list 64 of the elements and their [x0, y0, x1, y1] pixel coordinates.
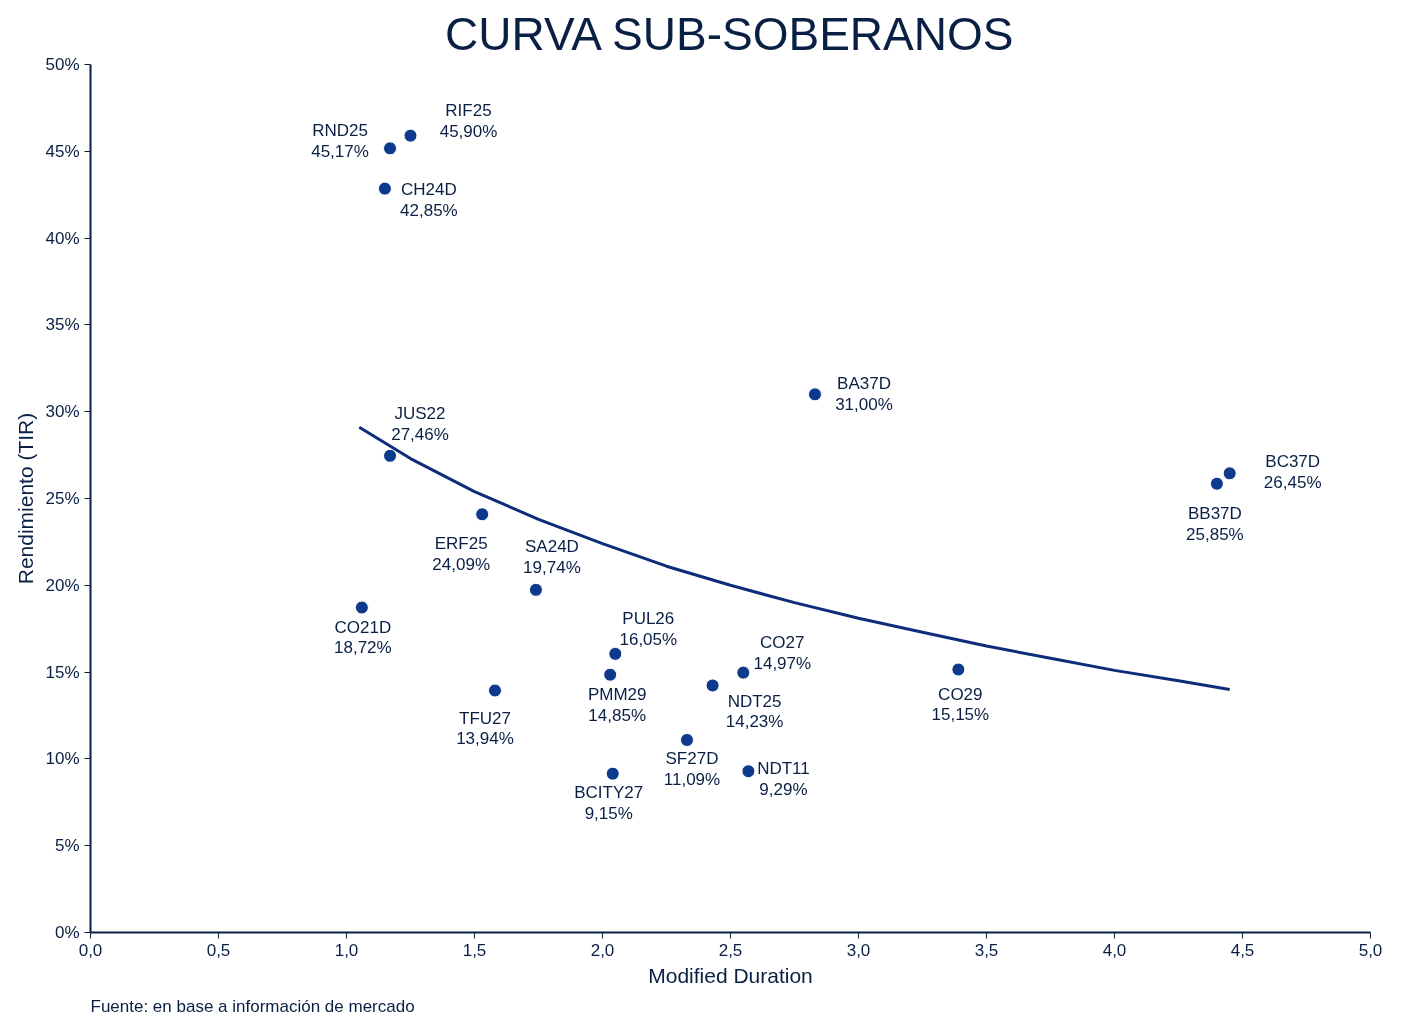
- point: [603, 667, 618, 682]
- annotation: BB37D 25,85%: [1186, 503, 1244, 544]
- annotation: CO21D 18,72%: [334, 617, 392, 658]
- x-tick-label: 5,0: [1358, 940, 1383, 960]
- y-tick-label: 45%: [45, 141, 80, 161]
- y-tick-label: 35%: [45, 315, 80, 335]
- x-tick-label: 0,0: [78, 940, 103, 960]
- annotation: TFU27 13,94%: [456, 708, 514, 749]
- chart-title: CURVA SUB-SOBERANOS: [445, 7, 1014, 60]
- y-tick-label: 20%: [45, 575, 80, 595]
- point: [741, 764, 756, 779]
- point: [951, 662, 966, 677]
- x-tick-label: 4,0: [1102, 940, 1127, 960]
- x-tick-label: 1,5: [462, 940, 487, 960]
- annotation: PUL26 16,05%: [619, 608, 678, 649]
- point: [1222, 466, 1237, 481]
- source-note: Fuente: en base a información de mercado: [90, 996, 415, 1016]
- x-tick-label: 3,0: [846, 940, 871, 960]
- point: [807, 387, 822, 402]
- annotation: ERF25 24,09%: [432, 534, 491, 575]
- y-tick-label: 30%: [45, 402, 80, 422]
- annotation: JUS22 27,46%: [391, 403, 449, 444]
- point: [605, 766, 620, 781]
- point: [608, 646, 623, 661]
- annotation: BCITY27 9,15%: [574, 782, 644, 823]
- point: [377, 181, 392, 196]
- point: [736, 665, 751, 680]
- y-tick-label: 50%: [45, 55, 80, 74]
- annotation: CO29 15,15%: [931, 684, 990, 725]
- y-axis-title: Rendimiento (TIR): [14, 412, 38, 585]
- y-tick-label: 25%: [45, 489, 80, 508]
- point: [383, 448, 398, 463]
- point: [475, 507, 490, 522]
- x-axis-title: Modified Duration: [648, 963, 813, 987]
- x-tick-label: 0,5: [206, 940, 231, 960]
- point: [354, 600, 369, 615]
- annotation: SA24D 19,74%: [523, 536, 581, 577]
- annotation: CO27 14,97%: [753, 632, 812, 673]
- x-tick-label: 4,5: [1230, 940, 1255, 960]
- annotation: SF27D 11,09%: [663, 749, 721, 789]
- y-tick-label: 40%: [45, 228, 80, 248]
- point: [679, 732, 694, 747]
- x-tick-label: 2,5: [718, 940, 743, 960]
- annotation: BA37D 31,00%: [835, 374, 893, 415]
- point: [1209, 476, 1224, 491]
- x-tick-label: 2,0: [590, 940, 615, 960]
- y-tick-label: 15%: [45, 662, 80, 682]
- point: [705, 678, 720, 693]
- annotation: NDT25 14,23%: [725, 691, 784, 732]
- annotation: BC37D 26,45%: [1263, 452, 1322, 493]
- x-tick-label: 1,0: [334, 940, 359, 960]
- y-tick-label: 5%: [54, 836, 80, 856]
- annotation: RND25 45,17%: [311, 121, 369, 162]
- annotation: RIF25 45,90%: [439, 100, 498, 141]
- x-tick-label: 3,5: [974, 940, 999, 960]
- point: [528, 582, 543, 597]
- y-tick-label: 0%: [54, 923, 80, 942]
- annotation: CH24D 42,85%: [400, 179, 458, 220]
- point: [487, 683, 502, 698]
- point: [403, 128, 418, 143]
- annotation: NDT11 9,29%: [757, 759, 810, 800]
- annotation: PMM29 14,85%: [587, 684, 647, 725]
- y-tick-label: 10%: [45, 749, 80, 769]
- point: [383, 141, 398, 156]
